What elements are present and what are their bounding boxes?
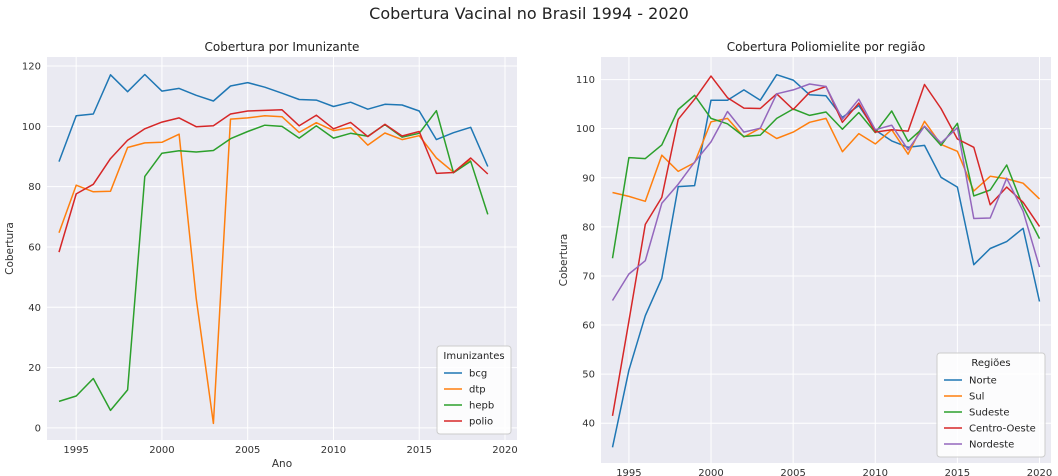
y-axis-label: Cobertura: [4, 222, 16, 275]
x-axis-label: Ano: [272, 458, 292, 470]
legend-title: Regiões: [971, 358, 1010, 369]
y-axis-label: Cobertura: [558, 234, 570, 287]
series-line-bcg: [58, 73, 489, 167]
legend-label-nordeste: Nordeste: [969, 440, 1014, 451]
y-tick-label: 80: [28, 182, 41, 193]
legend-label-centro-oeste: Centro-Oeste: [969, 424, 1036, 435]
y-tick-label: 40: [582, 419, 595, 430]
y-tick-label: 70: [582, 271, 595, 282]
legend-label-sudeste: Sudeste: [969, 408, 1009, 419]
x-tick-label: 1995: [63, 445, 88, 456]
legend-box: [436, 345, 512, 435]
x-tick-label: 1995: [616, 468, 641, 476]
series-line-nordeste: [611, 83, 1041, 301]
y-tick-label: 120: [22, 62, 41, 73]
y-tick-label: 50: [582, 370, 595, 381]
legend-label-polio: polio: [469, 417, 493, 428]
chart-panel-polio-regions: 1995 2000 2005 2010 2015 2020 40 50 60 70 80 90 100 1…: [558, 40, 1052, 476]
y-tick-label: 40: [28, 303, 41, 314]
figure-suptitle: Cobertura Vacinal no Brasil 1994 - 2020: [369, 4, 689, 23]
y-tick-label: 0: [35, 423, 41, 434]
chart-title: Cobertura Poliomielite por região: [727, 40, 926, 54]
x-tick-label: 2010: [321, 445, 346, 456]
series-line-polio: [58, 109, 489, 253]
legend-label-dtp: dtp: [469, 385, 486, 396]
series-line-hepb: [58, 109, 489, 412]
y-tick-label: 100: [22, 122, 41, 133]
x-tick-label: 2015: [406, 445, 431, 456]
x-tick-label: 2020: [1027, 468, 1052, 476]
x-tick-label: 2005: [780, 468, 805, 476]
x-tick-label: 2020: [492, 445, 517, 456]
series-line-sudeste: [611, 94, 1041, 259]
legend-label-norte: Norte: [969, 376, 997, 387]
y-tick-label: 110: [576, 75, 595, 86]
y-tick-label: 60: [28, 242, 41, 253]
chart-panel-immunizers: 1995 2000 2005 2010 2015 2020 0 20 40 60 80 100 120 C…: [4, 40, 518, 470]
legend: Imunizantes bcg dtp hepb polio: [436, 345, 512, 435]
legend-label-hepb: hepb: [469, 401, 494, 412]
legend-label-sul: Sul: [969, 392, 984, 403]
x-tick-label: 2005: [235, 445, 260, 456]
y-tick-label: 90: [582, 173, 595, 184]
y-tick-label: 100: [576, 124, 595, 135]
y-tick-label: 20: [28, 363, 41, 374]
chart-title: Cobertura por Imunizante: [205, 40, 360, 54]
x-tick-label: 2000: [698, 468, 723, 476]
y-tick-label: 80: [582, 222, 595, 233]
legend-label-bcg: bcg: [469, 369, 487, 380]
legend-title: Imunizantes: [443, 351, 504, 362]
x-tick-label: 2010: [863, 468, 888, 476]
x-tick-label: 2000: [149, 445, 174, 456]
series-line-sul: [612, 117, 1041, 203]
series-line-norte: [611, 73, 1041, 448]
y-tick-label: 60: [582, 321, 595, 332]
series-line-dtp: [58, 115, 472, 425]
x-tick-label: 2015: [945, 468, 970, 476]
legend: Regiões Norte Sul Sudeste Centro-Oeste Nordes…: [936, 352, 1046, 458]
legend-box: [936, 352, 1046, 458]
